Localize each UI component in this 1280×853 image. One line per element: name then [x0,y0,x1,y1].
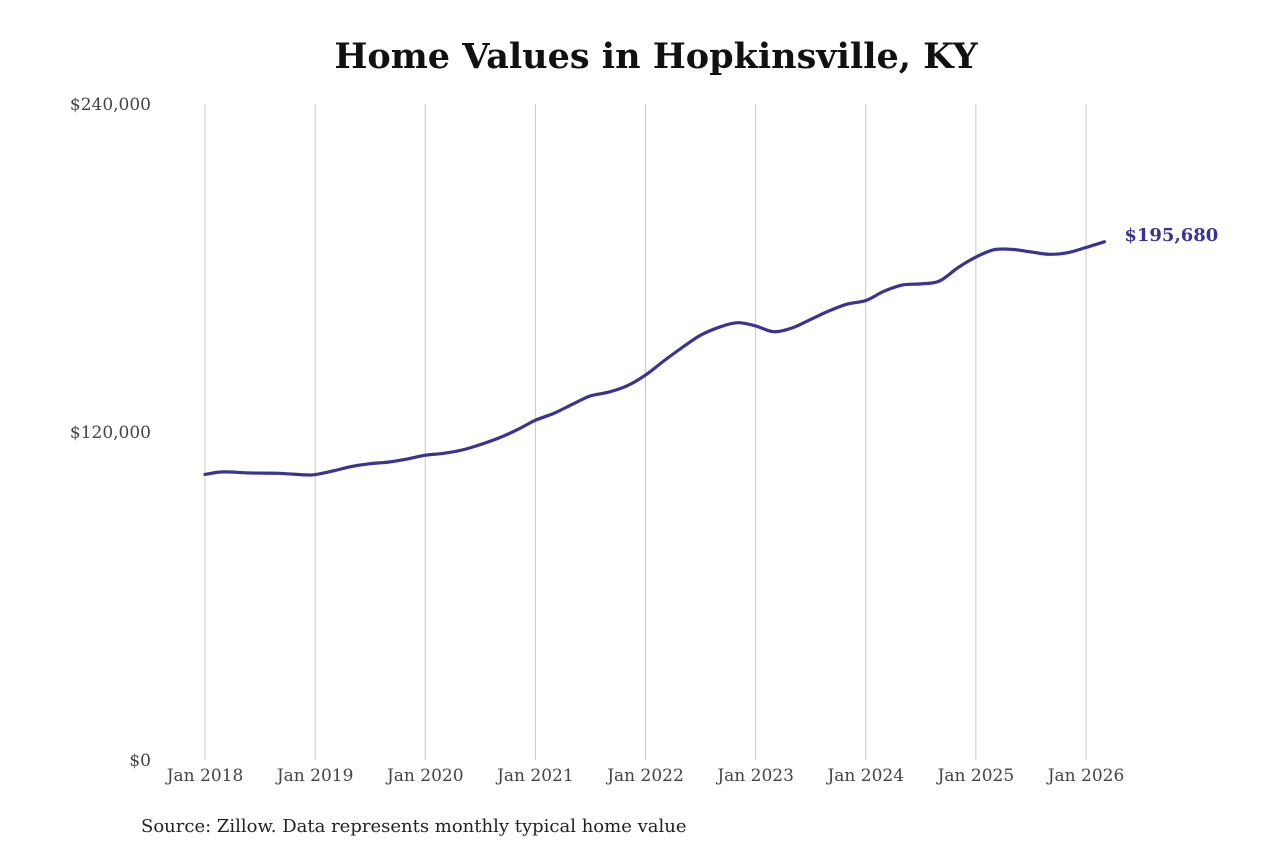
y-tick-label: $120,000 [70,423,151,443]
series-layer: $195,680 [203,225,1218,477]
x-tick-label: Jan 2026 [1046,766,1125,786]
x-tick-label: Jan 2020 [385,766,464,786]
source-note: Source: Zillow. Data represents monthly … [141,816,687,837]
y-tick-label: $0 [129,751,151,771]
end-value-label: $195,680 [1124,225,1218,246]
x-tick-label: Jan 2021 [495,766,574,786]
x-axis: Jan 2018 Jan 2019 Jan 2020 Jan 2021 Jan 2022… [165,766,1125,786]
x-tick-label: Jan 2023 [715,766,794,786]
y-tick-label: $240,000 [70,95,151,115]
x-tick-label: Jan 2022 [605,766,684,786]
x-tick-label: Jan 2019 [275,766,354,786]
x-tick-label: Jan 2025 [936,766,1015,786]
y-axis: $0 $120,000 $240,000 [70,95,151,771]
x-tick-label: Jan 2024 [825,766,904,786]
series-line [203,240,1106,477]
gridlines [204,104,1087,760]
x-tick-label: Jan 2018 [165,766,244,786]
chart-title: Home Values in Hopkinsville, KY [334,36,978,77]
